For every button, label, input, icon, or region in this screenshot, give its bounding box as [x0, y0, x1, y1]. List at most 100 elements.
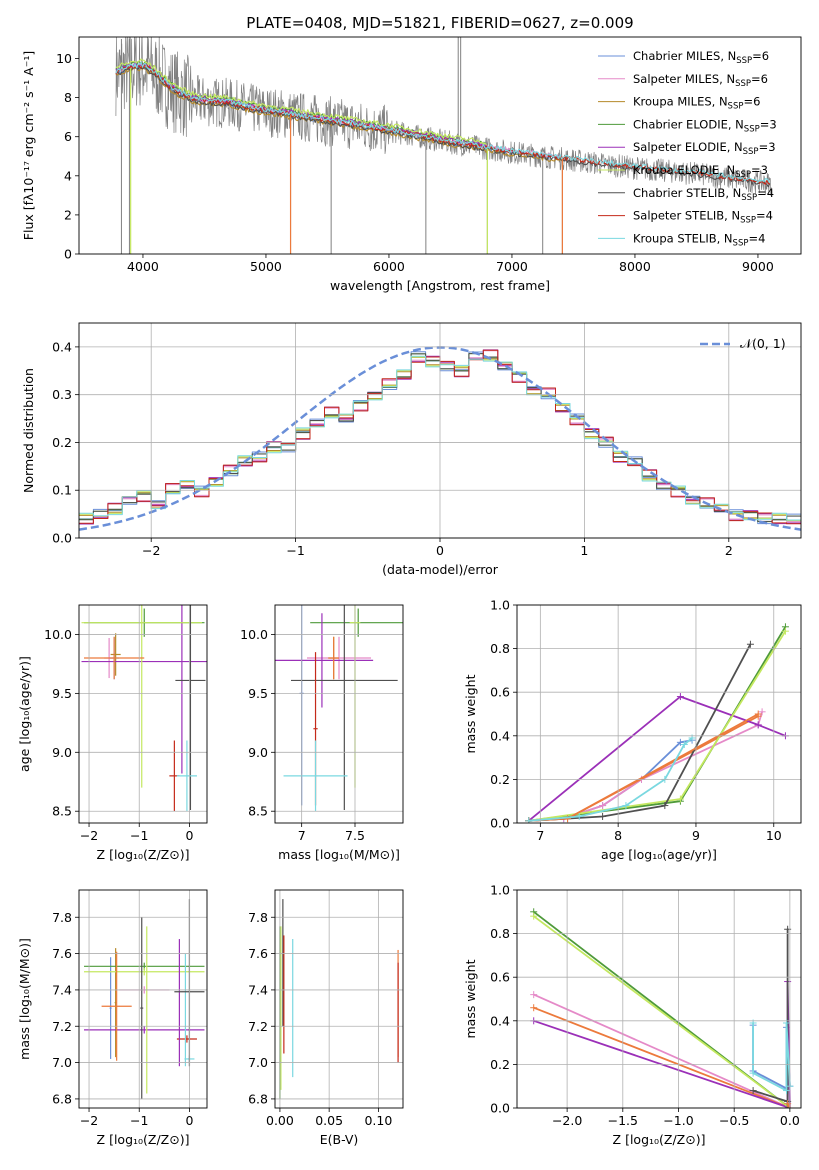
y-axis-label: mass weight	[463, 959, 478, 1038]
legend-label: Kroupa MILES, NSSP=6	[633, 95, 760, 112]
y-tick-label: 6.8	[248, 1091, 268, 1106]
y-axis-label: age [log₁₀(age/yr)]	[17, 656, 32, 772]
legend-label: Chabrier ELODIE, NSSP=3	[633, 117, 777, 134]
legend-label-sub: SSP	[735, 170, 751, 180]
axes-frame	[274, 604, 404, 824]
legend-label-suffix: =3	[760, 117, 777, 131]
y-tick-label: 0	[64, 247, 72, 262]
legend-label-suffix: =4	[756, 209, 773, 223]
y-tick-label: 10.0	[44, 627, 72, 642]
legend-label: Salpeter MILES, NSSP=6	[633, 72, 768, 89]
legend-label-suffix: =4	[757, 186, 774, 200]
legend-label: Kroupa ELODIE, NSSP=3	[633, 163, 768, 180]
y-tick-label: 9.5	[248, 686, 268, 701]
y-tick-label: 0.8	[490, 641, 510, 656]
plot-spectrum: PLATE=0408, MJD=51821, FIBERID=0627, z=0…	[21, 14, 802, 293]
x-tick-label: 7	[536, 828, 544, 843]
plot-area-spectrum	[115, 37, 772, 254]
x-tick-label: −1.5	[608, 1113, 638, 1128]
x-tick-label: −0.5	[719, 1113, 749, 1128]
series-line	[752, 928, 789, 1108]
axes-frame	[78, 889, 208, 1109]
x-tick-label: 0.10	[364, 1113, 392, 1128]
y-tick-label: 0.2	[52, 435, 72, 450]
x-tick-label: 6000	[373, 259, 405, 274]
y-tick-label: 0.3	[52, 387, 72, 402]
x-tick-label: 0	[185, 828, 193, 843]
y-tick-label: 8	[64, 90, 72, 105]
y-tick-label: 9.0	[52, 745, 72, 760]
axes-frame	[78, 36, 802, 255]
legend: Chabrier MILES, NSSP=6 Salpeter MILES, NS…	[598, 49, 777, 248]
x-axis-label: (data-model)/error	[382, 562, 499, 577]
y-tick-label: 7.6	[52, 946, 72, 961]
y-tick-label: 0.2	[490, 1057, 510, 1072]
legend-label-sub: SSP	[741, 193, 757, 203]
legend-label-text: Kroupa MILES, N	[633, 95, 728, 109]
chart-title: PLATE=0408, MJD=51821, FIBERID=0627, z=0…	[246, 14, 633, 32]
y-tick-label: 0.0	[490, 1101, 510, 1116]
y-tick-label: 10.0	[240, 627, 268, 642]
y-tick-label: 0.0	[490, 816, 510, 831]
y-tick-label: 0.4	[52, 339, 72, 354]
y-tick-label: 7.2	[248, 1019, 268, 1034]
model-fit-line	[115, 58, 487, 146]
legend-label: Salpeter STELIB, NSSP=4	[633, 209, 773, 226]
x-axis-label: Z [log₁₀(Z/Z⊙)]	[613, 1132, 706, 1147]
x-tick-label: 5000	[250, 259, 282, 274]
legend-label: Kroupa STELIB, NSSP=4	[633, 231, 765, 248]
legend-label: Chabrier MILES, NSSP=6	[633, 49, 769, 66]
model-fit-line	[115, 61, 771, 183]
y-tick-label: 7.4	[52, 982, 72, 997]
y-tick-label: 0.6	[490, 685, 510, 700]
x-axis-label: Z [log₁₀(Z/Z⊙)]	[97, 847, 190, 862]
y-axis-label: Normed distribution	[21, 368, 36, 493]
legend-label-text: Chabrier STELIB, N	[633, 186, 741, 200]
legend-label-suffix: =3	[759, 140, 776, 154]
legend-label-text: Kroupa STELIB, N	[633, 231, 733, 245]
plot-age_vs_mass: 7 7.5 8.5 9.0 9.5 10.0 mass [log₁₀(M/M⊙)]	[240, 604, 404, 862]
x-axis-label: Z [log₁₀(Z/Z⊙)]	[97, 1132, 190, 1147]
x-axis-label: E(B-V)	[320, 1132, 359, 1147]
legend-label-suffix: =6	[752, 49, 769, 63]
x-tick-label: −2.0	[552, 1113, 582, 1128]
legend-label: 𝒩(0, 1)	[740, 336, 786, 351]
x-tick-label: 7	[298, 828, 306, 843]
y-tick-label: 6.8	[52, 1091, 72, 1106]
x-tick-label: 4000	[127, 259, 159, 274]
x-tick-label: −1	[130, 828, 148, 843]
x-tick-label: 0	[436, 543, 444, 558]
y-tick-label: 4	[64, 168, 72, 183]
y-tick-label: 7.8	[52, 910, 72, 925]
legend-label-sub: SSP	[744, 124, 760, 134]
x-tick-label: 8	[614, 828, 622, 843]
y-tick-label: 0.4	[490, 728, 510, 743]
plot-residuals: −2 −1 0 1 2 0.0 0.1 0.2 0.3 0.4 (data-model)/error…	[21, 322, 802, 577]
y-tick-label: 7.8	[248, 910, 268, 925]
x-axis-label: age [log₁₀(age/yr)]	[601, 847, 717, 862]
y-tick-label: 0.6	[490, 970, 510, 985]
y-tick-label: 1.0	[490, 598, 510, 613]
plot-area-cumulative_age	[525, 623, 789, 823]
plot-cumulative_Z: −2.0 −1.5 −1.0 −0.5 0.0 0.0 0.2 0.4 0.6 0.8 1.0 Z […	[463, 883, 802, 1147]
legend-label-suffix: =6	[743, 95, 760, 109]
plot-mass_vs_Z: −2 −1 0 6.8 7.0 7.2 7.4 7.6 7.8 Z [log₁₀(Z/Z⊙)] ma…	[17, 889, 208, 1147]
axes-frame	[516, 889, 802, 1109]
x-tick-label: 9000	[742, 259, 774, 274]
plot-cumulative_age: 7 8 9 10 0.0 0.2 0.4 0.6 0.8 1.0 age [log₁₀(age/yr…	[463, 598, 802, 862]
y-tick-label: 10	[56, 51, 72, 66]
y-tick-label: 9.5	[52, 686, 72, 701]
series-line	[533, 915, 791, 1108]
y-tick-label: 0.8	[490, 926, 510, 941]
legend-label-text: Salpeter STELIB, N	[633, 209, 740, 223]
series-line	[528, 695, 786, 822]
legend-label: Chabrier STELIB, NSSP=4	[633, 186, 774, 203]
y-axis-label: mass weight	[463, 674, 478, 753]
x-tick-label: 7000	[496, 259, 528, 274]
x-tick-label: 0.05	[315, 1113, 343, 1128]
x-axis-label: wavelength [Angstrom, rest frame]	[330, 278, 550, 293]
legend-label-text: Chabrier ELODIE, N	[633, 117, 744, 131]
y-tick-label: 0.4	[490, 1013, 510, 1028]
x-tick-label: −1	[286, 543, 304, 558]
